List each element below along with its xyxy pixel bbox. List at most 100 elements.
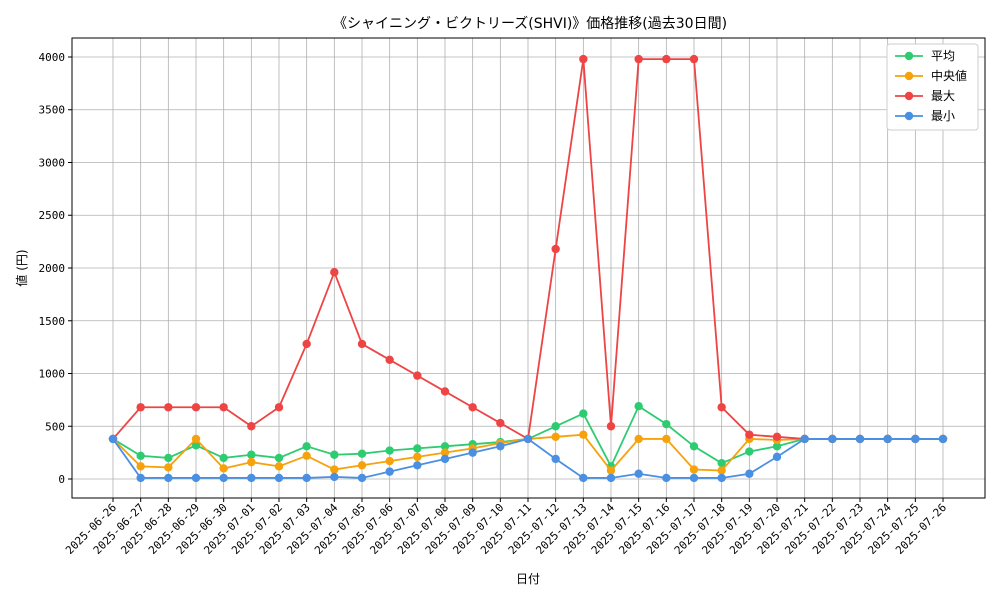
data-point <box>274 453 284 463</box>
data-point <box>385 467 394 476</box>
data-point <box>634 434 643 444</box>
data-point <box>717 466 726 475</box>
x-axis-title: 日付 <box>516 572 540 586</box>
y-tick-label: 2000 <box>39 262 66 275</box>
data-point <box>745 447 754 456</box>
data-point <box>938 434 948 444</box>
data-point <box>357 461 367 470</box>
data-point <box>551 454 560 464</box>
data-point <box>219 473 228 483</box>
data-point <box>219 403 228 412</box>
series-3 <box>108 434 948 483</box>
data-point <box>883 434 892 444</box>
data-point <box>385 355 394 364</box>
data-point <box>662 473 671 483</box>
data-point <box>413 371 422 380</box>
data-point <box>302 451 311 460</box>
data-point <box>772 452 782 462</box>
data-point <box>634 402 643 411</box>
data-point <box>579 54 588 64</box>
data-point <box>164 403 173 412</box>
data-point <box>662 419 671 429</box>
legend-label: 中央値 <box>931 68 967 83</box>
data-point <box>523 434 533 444</box>
legend-label: 最大 <box>931 89 955 103</box>
data-point <box>634 54 643 64</box>
data-point <box>551 432 560 442</box>
data-point <box>136 451 145 460</box>
data-point <box>136 462 145 471</box>
data-point <box>191 441 201 450</box>
data-point <box>606 466 616 475</box>
y-tick-label: 3000 <box>39 156 66 169</box>
data-point <box>551 422 560 431</box>
data-point <box>357 449 367 458</box>
data-point <box>496 442 505 451</box>
y-tick-label: 1000 <box>39 368 66 381</box>
data-point <box>662 434 671 444</box>
data-point <box>247 422 256 431</box>
y-tick-label: 2500 <box>39 209 66 222</box>
data-point <box>689 54 699 64</box>
legend-swatch-marker <box>904 71 914 81</box>
data-point <box>330 465 339 474</box>
data-point <box>606 473 616 483</box>
data-point <box>828 434 837 444</box>
series-layer <box>108 54 948 483</box>
data-point <box>302 473 311 483</box>
data-point <box>302 442 311 451</box>
data-point <box>634 469 643 478</box>
data-point <box>247 473 256 483</box>
data-point <box>247 457 256 467</box>
data-point <box>385 446 394 455</box>
data-point <box>440 454 450 464</box>
data-point <box>606 422 616 431</box>
data-point <box>717 403 726 412</box>
data-point <box>191 403 201 412</box>
data-point <box>164 473 173 483</box>
data-point <box>772 442 782 451</box>
data-point <box>330 472 339 482</box>
legend-box <box>886 43 979 131</box>
data-point <box>579 430 588 439</box>
legend-label: 最小 <box>931 109 955 123</box>
data-point <box>413 444 422 453</box>
data-point <box>579 473 588 483</box>
data-point <box>745 430 754 439</box>
data-point <box>247 450 256 459</box>
data-point <box>440 448 450 457</box>
data-point <box>330 450 339 459</box>
data-point <box>274 403 284 412</box>
data-point <box>579 409 588 418</box>
data-point <box>191 434 201 444</box>
data-point <box>413 452 422 462</box>
data-point <box>468 403 477 412</box>
data-point <box>274 473 284 483</box>
data-point <box>689 473 699 483</box>
data-point <box>717 458 726 468</box>
legend-swatch-marker <box>904 91 914 101</box>
data-point <box>302 339 311 349</box>
data-point <box>551 244 560 254</box>
y-tick-label: 3500 <box>39 104 66 117</box>
data-point <box>745 469 754 478</box>
data-point <box>219 453 228 463</box>
data-point <box>855 434 865 444</box>
plot-frame <box>71 37 986 499</box>
data-point <box>689 465 699 474</box>
y-tick-label: 500 <box>45 420 65 433</box>
y-tick-label: 1500 <box>39 315 66 328</box>
data-point <box>136 473 145 483</box>
chart-title: 《シャイニング・ビクトリーズ(SHVI)》価格推移(過去30日間) <box>333 16 727 32</box>
data-point <box>440 387 450 396</box>
data-point <box>274 462 284 471</box>
data-point <box>164 453 173 463</box>
data-point <box>440 442 450 451</box>
data-point <box>911 434 920 444</box>
grid <box>72 38 985 498</box>
data-point <box>108 434 118 444</box>
data-point <box>772 432 782 442</box>
data-point <box>717 473 726 483</box>
